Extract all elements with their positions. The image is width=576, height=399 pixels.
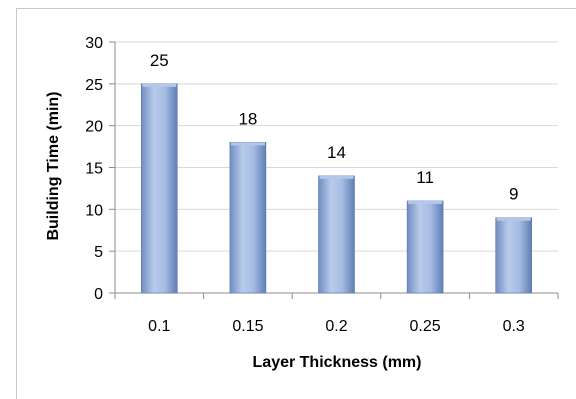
bars	[141, 83, 533, 294]
bar	[406, 200, 444, 294]
y-tick-label: 30	[85, 35, 103, 52]
x-tick-label: 0.25	[410, 318, 441, 335]
bar-cap	[496, 217, 531, 221]
y-tick-label: 0	[94, 286, 103, 303]
data-label: 25	[150, 51, 169, 70]
data-label: 11	[416, 168, 434, 187]
chart-frame	[16, 8, 576, 399]
data-label: 9	[509, 185, 518, 204]
bar	[141, 83, 178, 294]
y-tick-label: 20	[85, 119, 103, 136]
y-tick-label: 10	[85, 202, 103, 219]
x-axis-title: Layer Thickness (mm)	[253, 354, 422, 371]
y-tick-label: 25	[85, 77, 103, 94]
y-tick-label: 5	[94, 244, 103, 261]
data-label: 14	[327, 143, 346, 162]
y-axis-title: Building Time (min)	[45, 91, 62, 240]
bar	[229, 142, 267, 294]
bar-cap	[319, 175, 354, 179]
y-tick-label: 15	[85, 161, 103, 178]
labels: 25 0.1 18 0.15 14 0.2 11 0.25 9 0.3	[148, 51, 525, 335]
bar	[495, 217, 533, 294]
bar-cap	[408, 200, 443, 204]
x-tick-label: 0.2	[325, 318, 347, 335]
bar-cap	[230, 142, 265, 146]
bar-cap	[142, 83, 177, 87]
axes: 0 5 10 15 20 25 30	[85, 35, 559, 303]
x-tick-label: 0.15	[232, 318, 263, 335]
x-tick-label: 0.1	[148, 318, 170, 335]
bar	[318, 175, 355, 294]
data-label: 18	[238, 109, 257, 128]
x-tick-label: 0.3	[503, 318, 525, 335]
